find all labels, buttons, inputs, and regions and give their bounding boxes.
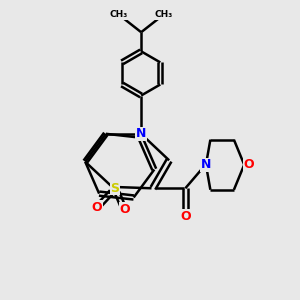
Text: CH₃: CH₃ xyxy=(110,10,128,19)
Text: N: N xyxy=(201,158,211,171)
Text: O: O xyxy=(120,203,130,216)
Text: O: O xyxy=(180,210,190,223)
Text: S: S xyxy=(110,182,119,195)
Text: O: O xyxy=(92,201,102,214)
Text: CH₃: CH₃ xyxy=(154,10,172,19)
Text: N: N xyxy=(136,127,146,140)
Text: O: O xyxy=(243,158,254,171)
